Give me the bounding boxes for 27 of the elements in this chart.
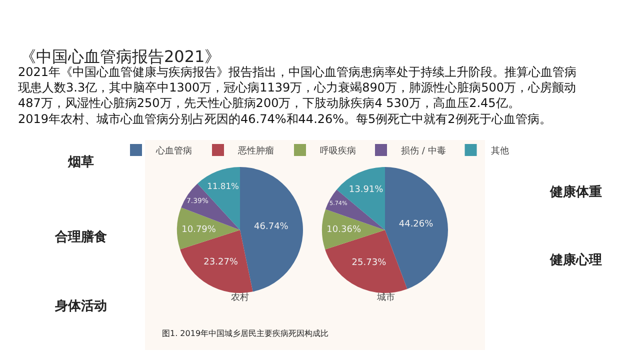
- text: 城市: [376, 292, 395, 303]
- text: 身体活动: [54, 299, 107, 314]
- pie-slice: [240, 167, 303, 292]
- legend-label: 其他: [490, 146, 509, 157]
- data-label: 11.81%: [207, 180, 239, 191]
- data-label: 44.26%: [398, 219, 434, 230]
- text: 合理膳食: [54, 229, 107, 245]
- legend-label: 呼吸疾病: [320, 146, 356, 157]
- data-label: 23.27%: [204, 258, 238, 268]
- chart-title: 《中国心血管病报告2021》: [20, 47, 221, 66]
- data-label: 10.36%: [326, 225, 362, 235]
- text: 健康体重: [549, 184, 602, 200]
- data-label: 46.74%: [254, 222, 289, 232]
- pie-slice: [177, 208, 240, 250]
- data-label: 13.91%: [348, 184, 384, 195]
- text: 烟草: [67, 155, 94, 170]
- data-label: 10.79%: [182, 225, 216, 235]
- legend-label: 心血管病: [155, 146, 192, 157]
- chart-subtitle: 2021年《中国心血管健康与疾病报告》报告指出，中国心血管病患病率处于持续上升阶段。推算心血管病现患人数3.3亿，其中脑卒中1300万，冠心病1139万，心力衰竭890万，肺源性心脏病500万，心房颤动487万，风湿性心脏病250万，先天性心脏病200万，下肢动脉疾病4 530万，高血压2.45亿。 2019年农村、城市心血管病分别占死因的46.74%和44.26%。每5例死亡中就有2例死于心血管病。: [18, 65, 577, 126]
- legend-label: 恶性肿瘤: [237, 146, 274, 157]
- text: 农村: [231, 292, 249, 303]
- caption: 图1. 2019年中国城乡居民主要疾病死因构成比: [162, 329, 329, 338]
- data-label: 25.73%: [352, 258, 387, 268]
- pie-slice: [322, 209, 385, 250]
- pie-slice: [385, 167, 448, 289]
- text: 健康心理: [549, 252, 602, 268]
- legend-label: 损伤 / 中毒: [401, 146, 446, 157]
